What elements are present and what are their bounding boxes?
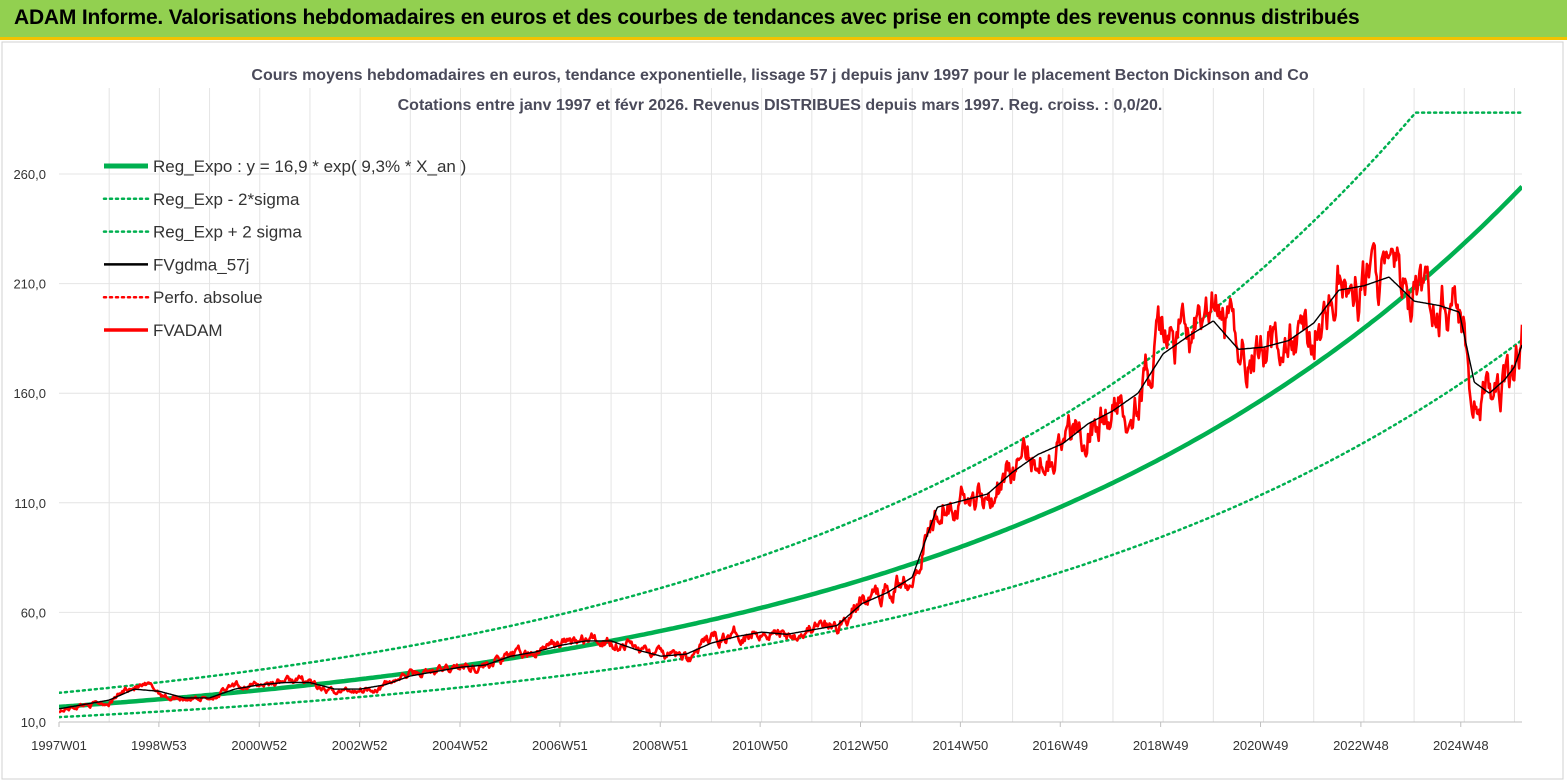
chart-border <box>1 41 1564 780</box>
reg-expo-line <box>59 185 1522 710</box>
chart-title-line2: Cotations entre janv 1997 et févr 2026. … <box>398 97 1163 114</box>
x-tick-label: 2010W50 <box>732 738 788 753</box>
x-tick-label: 2016W49 <box>1032 738 1088 753</box>
y-tick-label: 210,0 <box>13 277 46 292</box>
x-tick-label: 2014W50 <box>933 738 989 753</box>
x-tick-label: 1997W01 <box>31 738 87 753</box>
reg-exp-plus-2sigma-line <box>59 111 1522 695</box>
legend-fvadam-label: FVADAM <box>153 321 223 340</box>
x-tick-label: 2004W52 <box>432 738 488 753</box>
x-tick-label: 2022W48 <box>1333 738 1389 753</box>
reg-exp-minus-2sigma-line <box>59 338 1522 719</box>
chart-background <box>0 40 1567 783</box>
y-tick-label: 10,0 <box>21 715 46 730</box>
x-axis-ticks: 1997W01 1998W53 2000W52 2002W52 2004W52 2006W… <box>31 722 1489 753</box>
chart: Cours moyens hebdomadaires en euros, ten… <box>0 40 1567 783</box>
y-tick-label: 60,0 <box>21 605 46 620</box>
y-tick-label: 260,0 <box>13 167 46 182</box>
x-tick-label: 2012W50 <box>833 738 889 753</box>
x-tick-label: 2018W49 <box>1133 738 1189 753</box>
x-tick-label: 2006W51 <box>532 738 588 753</box>
vertical-gridlines <box>108 88 1515 722</box>
x-tick-label: 2024W48 <box>1433 738 1489 753</box>
y-tick-label: 160,0 <box>13 386 46 401</box>
legend-perfo-absolue-label: Perfo. absolue <box>153 288 263 307</box>
series-layer <box>59 111 1522 719</box>
y-tick-label: 110,0 <box>14 496 46 511</box>
legend-reg-exp-plus-label: Reg_Exp + 2 sigma <box>153 223 302 242</box>
fvadam-line <box>59 242 1522 714</box>
x-tick-label: 2000W52 <box>231 738 287 753</box>
chart-title-line1: Cours moyens hebdomadaires en euros, ten… <box>251 67 1308 84</box>
header-bar: ADAM Informe. Valorisations hebdomadaire… <box>0 0 1567 40</box>
y-axis-ticks: 10,0 60,0 110,0 160,0 210,0 260,0 <box>13 167 46 730</box>
x-tick-label: 2008W51 <box>632 738 688 753</box>
x-tick-label: 2002W52 <box>332 738 388 753</box>
legend-reg-exp-minus-label: Reg_Exp - 2*sigma <box>153 190 300 209</box>
fvgdma-57j-line <box>59 276 1522 710</box>
legend-reg-expo-label: Reg_Expo : y = 16,9 * exp( 9,3% * X_an ) <box>153 157 466 176</box>
header-title: ADAM Informe. Valorisations hebdomadaire… <box>14 6 1360 29</box>
legend: Reg_Expo : y = 16,9 * exp( 9,3% * X_an )… <box>102 157 466 340</box>
x-tick-label: 2020W49 <box>1233 738 1289 753</box>
legend-fvgdma-label: FVgdma_57j <box>153 255 249 274</box>
x-tick-label: 1998W53 <box>131 738 187 753</box>
